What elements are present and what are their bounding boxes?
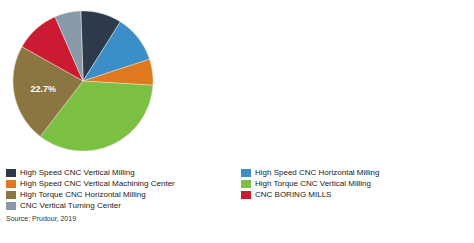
html-text:CNC BORING MILLS: CNC BORING MILLS — [255, 190, 332, 199]
html-text:High Speed CNC Horizontal Mill: High Speed CNC Horizontal Milling — [255, 168, 380, 177]
html-text:High Torque CNC Vertical Milli: High Torque CNC Vertical Milling — [255, 179, 371, 188]
html-text:CNC Vertical Turning Center: CNC Vertical Turning Center — [20, 201, 121, 210]
html-text:Source: Prudour, 2019: Source: Prudour, 2019 — [6, 215, 77, 222]
html-text:High Torque CNC Horizontal Mil: High Torque CNC Horizontal Milling — [20, 190, 146, 199]
svg-text:22.7%: 22.7% — [30, 84, 56, 94]
html-text:High Speed CNC Vertical Machin: High Speed CNC Vertical Machining Center — [20, 179, 175, 188]
html-text:High Speed CNC Vertical Millin: High Speed CNC Vertical Milling — [20, 168, 135, 177]
